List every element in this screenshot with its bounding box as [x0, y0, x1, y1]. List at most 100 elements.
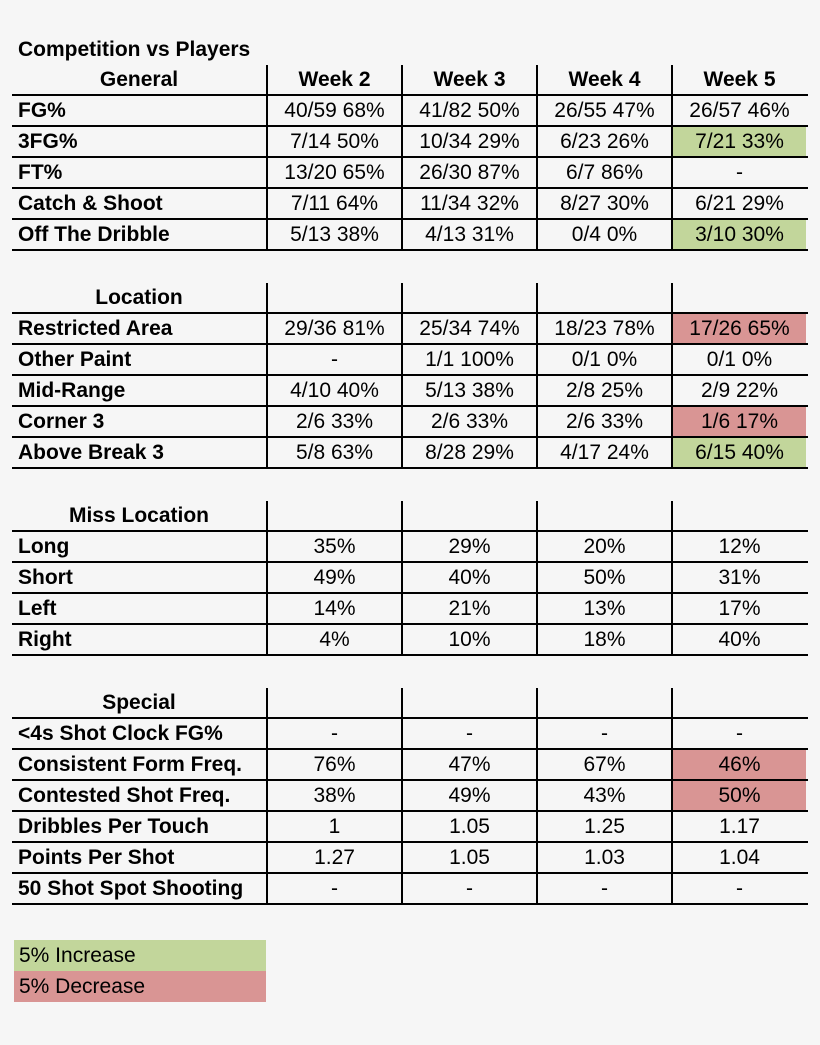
table-cell: 49%: [401, 781, 536, 810]
table-cell: 31%: [671, 563, 806, 592]
table-row: Catch & Shoot 7/11 64% 11/34 32% 8/27 30% 6/…: [12, 189, 808, 220]
table-cell: 1.27: [266, 843, 401, 872]
table-row: FG% 40/59 68% 41/82 50% 26/55 47% 26/57 46%: [12, 96, 808, 127]
section-heading: General: [99, 67, 179, 91]
table-row: Left 14% 21% 13% 17%: [12, 594, 808, 625]
table-cell: 7/21 33%: [671, 127, 806, 156]
row-label: Right: [18, 627, 72, 651]
row-label: Contested Shot Freq.: [18, 783, 231, 807]
row-label: 50 Shot Spot Shooting: [18, 876, 244, 900]
table-row: Right 4% 10% 18% 40%: [12, 625, 808, 656]
column-header-week: [401, 283, 536, 312]
table-row: Points Per Shot 1.27 1.05 1.03 1.04: [12, 843, 808, 874]
table-cell: 25/34 74%: [401, 314, 536, 343]
table-cell: 41/82 50%: [401, 96, 536, 125]
column-header-week: [671, 283, 806, 312]
table-cell: 2/9 22%: [671, 376, 806, 405]
table-row: Corner 3 2/6 33% 2/6 33% 2/6 33% 1/6 17%: [12, 407, 808, 438]
column-header-week: [536, 501, 671, 530]
table-cell: 7/11 64%: [266, 189, 401, 218]
section-gap: [12, 469, 808, 501]
section-gap: [12, 251, 808, 283]
row-label: Short: [18, 565, 73, 589]
table-cell: 14%: [266, 594, 401, 623]
column-header-week: [266, 688, 401, 717]
row-label: FT%: [18, 160, 63, 184]
table-cell: 13%: [536, 594, 671, 623]
table-cell: 18%: [536, 625, 671, 654]
table-cell: 38%: [266, 781, 401, 810]
table-cell: 4/10 40%: [266, 376, 401, 405]
table-cell: 6/7 86%: [536, 158, 671, 187]
table-cell: -: [266, 719, 401, 748]
row-label: Mid-Range: [18, 378, 126, 402]
table-cell: 40%: [401, 563, 536, 592]
section-heading: Location: [95, 285, 183, 309]
column-header-week: [266, 501, 401, 530]
section-header-row: Special: [12, 688, 808, 719]
column-header-week: [536, 283, 671, 312]
row-label: Dribbles Per Touch: [18, 814, 209, 838]
table-cell: -: [671, 874, 806, 903]
row-label: Points Per Shot: [18, 845, 175, 869]
table-row: Mid-Range 4/10 40% 5/13 38% 2/8 25% 2/9 22%: [12, 376, 808, 407]
table-cell: 67%: [536, 750, 671, 779]
table-cell: 1.04: [671, 843, 806, 872]
column-header-week: [536, 688, 671, 717]
row-label: Consistent Form Freq.: [18, 752, 243, 776]
table-row: Consistent Form Freq. 76% 47% 67% 46%: [12, 750, 808, 781]
table-row: 50 Shot Spot Shooting - - - -: [12, 874, 808, 905]
table-cell: 17%: [671, 594, 806, 623]
table-cell: 8/28 29%: [401, 438, 536, 467]
table-cell: -: [536, 719, 671, 748]
table-cell: 5/13 38%: [266, 220, 401, 249]
table-cell: 1.05: [401, 843, 536, 872]
table-cell: 4/17 24%: [536, 438, 671, 467]
table-cell: 17/26 65%: [671, 314, 806, 343]
section-header-row: Miss Location: [12, 501, 808, 532]
section-heading: Miss Location: [68, 503, 210, 527]
table-cell: 46%: [671, 750, 806, 779]
table-row: Contested Shot Freq. 38% 49% 43% 50%: [12, 781, 808, 812]
table-cell: 1/6 17%: [671, 407, 806, 436]
table-cell: 2/6 33%: [266, 407, 401, 436]
table-cell: 10%: [401, 625, 536, 654]
column-header-week: [671, 501, 806, 530]
table-cell: 26/30 87%: [401, 158, 536, 187]
table-cell: -: [401, 874, 536, 903]
table-cell: 1.17: [671, 812, 806, 841]
table-cell: 29/36 81%: [266, 314, 401, 343]
table-cell: -: [671, 158, 806, 187]
table-cell: 35%: [266, 532, 401, 561]
table-cell: 29%: [401, 532, 536, 561]
table-row: Restricted Area 29/36 81% 25/34 74% 18/23 7…: [12, 314, 808, 345]
table-cell: -: [536, 874, 671, 903]
table-row: Dribbles Per Touch 1 1.05 1.25 1.17: [12, 812, 808, 843]
table-cell: 4/13 31%: [401, 220, 536, 249]
table-cell: 2/6 33%: [401, 407, 536, 436]
column-header-week: Week 2: [266, 65, 401, 94]
table-cell: 26/57 46%: [671, 96, 806, 125]
table-row: 3FG% 7/14 50% 10/34 29% 6/23 26% 7/21 33%: [12, 127, 808, 158]
table-cell: 26/55 47%: [536, 96, 671, 125]
row-label: Catch & Shoot: [18, 191, 163, 215]
legend-decrease: 5% Decrease: [14, 971, 266, 1002]
table-cell: 8/27 30%: [536, 189, 671, 218]
table-cell: 40%: [671, 625, 806, 654]
table-cell: 18/23 78%: [536, 314, 671, 343]
table-cell: 50%: [536, 563, 671, 592]
table-row: Off The Dribble 5/13 38% 4/13 31% 0/4 0% 3/1…: [12, 220, 808, 251]
table-cell: 43%: [536, 781, 671, 810]
table-cell: 1.25: [536, 812, 671, 841]
table-cell: 20%: [536, 532, 671, 561]
table-cell: 40/59 68%: [266, 96, 401, 125]
table-cell: 6/15 40%: [671, 438, 806, 467]
column-header-week: Week 3: [401, 65, 536, 94]
table-row: FT% 13/20 65% 26/30 87% 6/7 86% -: [12, 158, 808, 189]
page-title: Competition vs Players: [18, 38, 251, 61]
table-cell: 49%: [266, 563, 401, 592]
table-row: Other Paint -1/1 100% 0/1 0% 0/1 0%: [12, 345, 808, 376]
table-cell: -: [266, 874, 401, 903]
table-cell: 47%: [401, 750, 536, 779]
row-label: 3FG%: [18, 129, 78, 153]
